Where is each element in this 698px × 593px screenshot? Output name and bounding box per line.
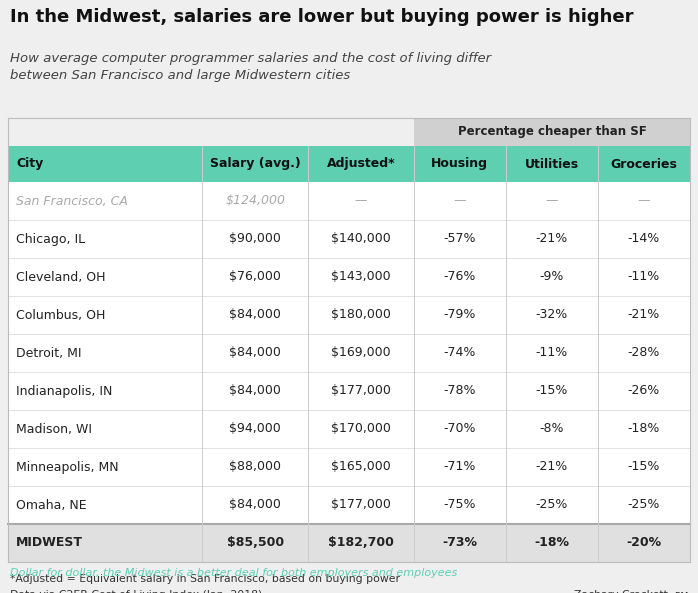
Text: -32%: -32% — [536, 308, 568, 321]
Text: $124,000: $124,000 — [225, 195, 285, 208]
Text: -8%: -8% — [540, 422, 564, 435]
Text: $84,000: $84,000 — [229, 384, 281, 397]
Bar — [414, 118, 690, 146]
Text: -70%: -70% — [443, 422, 476, 435]
Text: San Francisco, CA: San Francisco, CA — [16, 195, 128, 208]
Text: $165,000: $165,000 — [331, 461, 391, 473]
Text: $84,000: $84,000 — [229, 499, 281, 512]
Text: Zachary Crockett, ᴇᴍ: Zachary Crockett, ᴇᴍ — [574, 590, 688, 593]
Text: Madison, WI: Madison, WI — [16, 422, 92, 435]
Text: -15%: -15% — [535, 384, 568, 397]
Text: -78%: -78% — [443, 384, 476, 397]
Text: -26%: -26% — [628, 384, 660, 397]
Text: $170,000: $170,000 — [331, 422, 391, 435]
Text: —: — — [638, 195, 651, 208]
Text: -57%: -57% — [443, 232, 476, 246]
Text: -18%: -18% — [535, 537, 570, 550]
Text: -21%: -21% — [628, 308, 660, 321]
Text: $85,500: $85,500 — [227, 537, 284, 550]
Text: Minneapolis, MN: Minneapolis, MN — [16, 461, 119, 473]
Text: -21%: -21% — [536, 461, 568, 473]
Text: -74%: -74% — [444, 346, 476, 359]
Text: $76,000: $76,000 — [229, 270, 281, 283]
Text: -20%: -20% — [626, 537, 662, 550]
Text: Dollar for dollar, the Midwest is a better deal for both employers and employees: Dollar for dollar, the Midwest is a bett… — [10, 568, 457, 578]
Text: -73%: -73% — [443, 537, 477, 550]
Text: Percentage cheaper than SF: Percentage cheaper than SF — [457, 126, 646, 139]
Text: -25%: -25% — [628, 499, 660, 512]
Text: —: — — [454, 195, 466, 208]
Text: $90,000: $90,000 — [229, 232, 281, 246]
Text: $177,000: $177,000 — [331, 499, 391, 512]
Bar — [8, 182, 690, 562]
Text: $180,000: $180,000 — [331, 308, 391, 321]
Text: $177,000: $177,000 — [331, 384, 391, 397]
Text: $140,000: $140,000 — [331, 232, 391, 246]
Text: -71%: -71% — [444, 461, 476, 473]
Text: $88,000: $88,000 — [229, 461, 281, 473]
Text: Chicago, IL: Chicago, IL — [16, 232, 85, 246]
Text: Indianapolis, IN: Indianapolis, IN — [16, 384, 112, 397]
Text: Columbus, OH: Columbus, OH — [16, 308, 105, 321]
Text: $143,000: $143,000 — [331, 270, 391, 283]
Text: -11%: -11% — [536, 346, 568, 359]
Text: —: — — [355, 195, 367, 208]
Text: Detroit, MI: Detroit, MI — [16, 346, 82, 359]
Text: -79%: -79% — [444, 308, 476, 321]
Text: How average computer programmer salaries and the cost of living differ
between S: How average computer programmer salaries… — [10, 52, 491, 82]
Text: MIDWEST: MIDWEST — [16, 537, 83, 550]
Text: -18%: -18% — [628, 422, 660, 435]
Text: -14%: -14% — [628, 232, 660, 246]
Text: —: — — [546, 195, 558, 208]
Text: $182,700: $182,700 — [328, 537, 394, 550]
Text: City: City — [16, 158, 43, 171]
Text: $94,000: $94,000 — [230, 422, 281, 435]
Text: Cleveland, OH: Cleveland, OH — [16, 270, 105, 283]
Text: -9%: -9% — [540, 270, 564, 283]
Text: Data via C2ER Cost of Living Index (Jan. 2018): Data via C2ER Cost of Living Index (Jan.… — [10, 590, 262, 593]
Text: Groceries: Groceries — [611, 158, 677, 171]
Text: Adjusted*: Adjusted* — [327, 158, 395, 171]
Bar — [8, 146, 690, 182]
Text: $169,000: $169,000 — [331, 346, 391, 359]
Text: -76%: -76% — [444, 270, 476, 283]
Text: In the Midwest, salaries are lower but buying power is higher: In the Midwest, salaries are lower but b… — [10, 8, 634, 26]
Text: -75%: -75% — [443, 499, 476, 512]
Text: *Adjusted = Equivalent salary in San Francisco, based on buying power: *Adjusted = Equivalent salary in San Fra… — [10, 574, 400, 584]
Text: $84,000: $84,000 — [229, 308, 281, 321]
Text: -15%: -15% — [628, 461, 660, 473]
Text: -28%: -28% — [628, 346, 660, 359]
Text: -11%: -11% — [628, 270, 660, 283]
Text: -25%: -25% — [535, 499, 568, 512]
Text: Utilities: Utilities — [525, 158, 579, 171]
Text: -21%: -21% — [536, 232, 568, 246]
Text: Omaha, NE: Omaha, NE — [16, 499, 87, 512]
Text: Salary (avg.): Salary (avg.) — [210, 158, 301, 171]
Text: Housing: Housing — [431, 158, 489, 171]
Text: $84,000: $84,000 — [229, 346, 281, 359]
Bar — [8, 524, 690, 562]
